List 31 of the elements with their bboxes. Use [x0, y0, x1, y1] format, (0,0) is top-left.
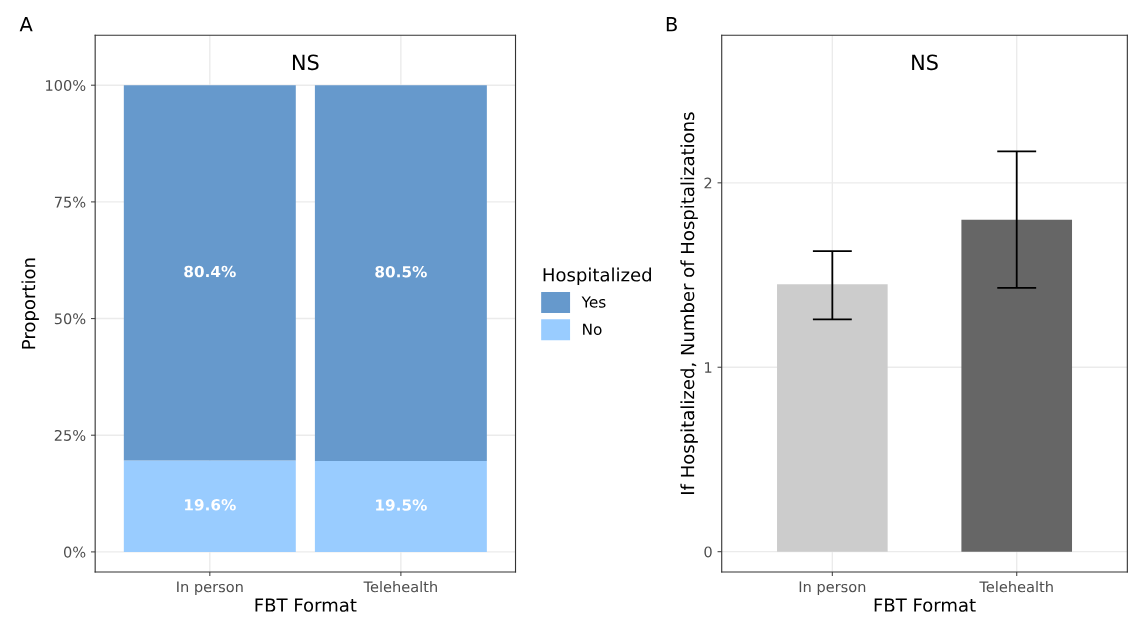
y-axis-title: Proportion: [21, 258, 39, 349]
x-tick-label: Telehealth: [979, 580, 1053, 593]
y-axis-title: If Hospitalized, Number of Hospitalizations: [680, 112, 698, 494]
data-label: 19.5%: [376, 499, 427, 511]
bar: [314, 85, 487, 461]
annotation: NS: [912, 54, 938, 71]
data-label: 80.4%: [184, 265, 236, 278]
chart-title: A: [19, 17, 33, 32]
bar: [314, 460, 487, 552]
y-tick-label: 1: [705, 362, 712, 373]
data-label: 80.5%: [375, 265, 427, 278]
y-tick-label: 100%: [46, 79, 86, 91]
x-tick-label: In person: [799, 581, 866, 596]
y-tick-label: 25%: [54, 429, 86, 441]
legend-label: No: [583, 323, 602, 336]
bar: [123, 85, 296, 461]
y-tick-label: 0: [704, 546, 712, 558]
y-tick-label: 75%: [54, 196, 86, 208]
y-tick-label: 0%: [63, 546, 86, 558]
x-tick-label: In person: [177, 581, 243, 596]
data-label: 19.6%: [185, 499, 236, 511]
y-tick-label: 2: [704, 177, 712, 189]
legend-label: Yes: [581, 296, 606, 308]
x-axis-title: FBT Format: [874, 598, 976, 612]
x-tick-label: Telehealth: [363, 580, 437, 593]
annotation: NS: [292, 54, 319, 71]
x-axis-title: FBT Format: [255, 598, 357, 612]
bar: [123, 460, 296, 552]
chart-title: B: [666, 17, 677, 32]
legend-title: Hospitalized: [543, 267, 651, 286]
y-tick-label: 50%: [54, 313, 86, 325]
